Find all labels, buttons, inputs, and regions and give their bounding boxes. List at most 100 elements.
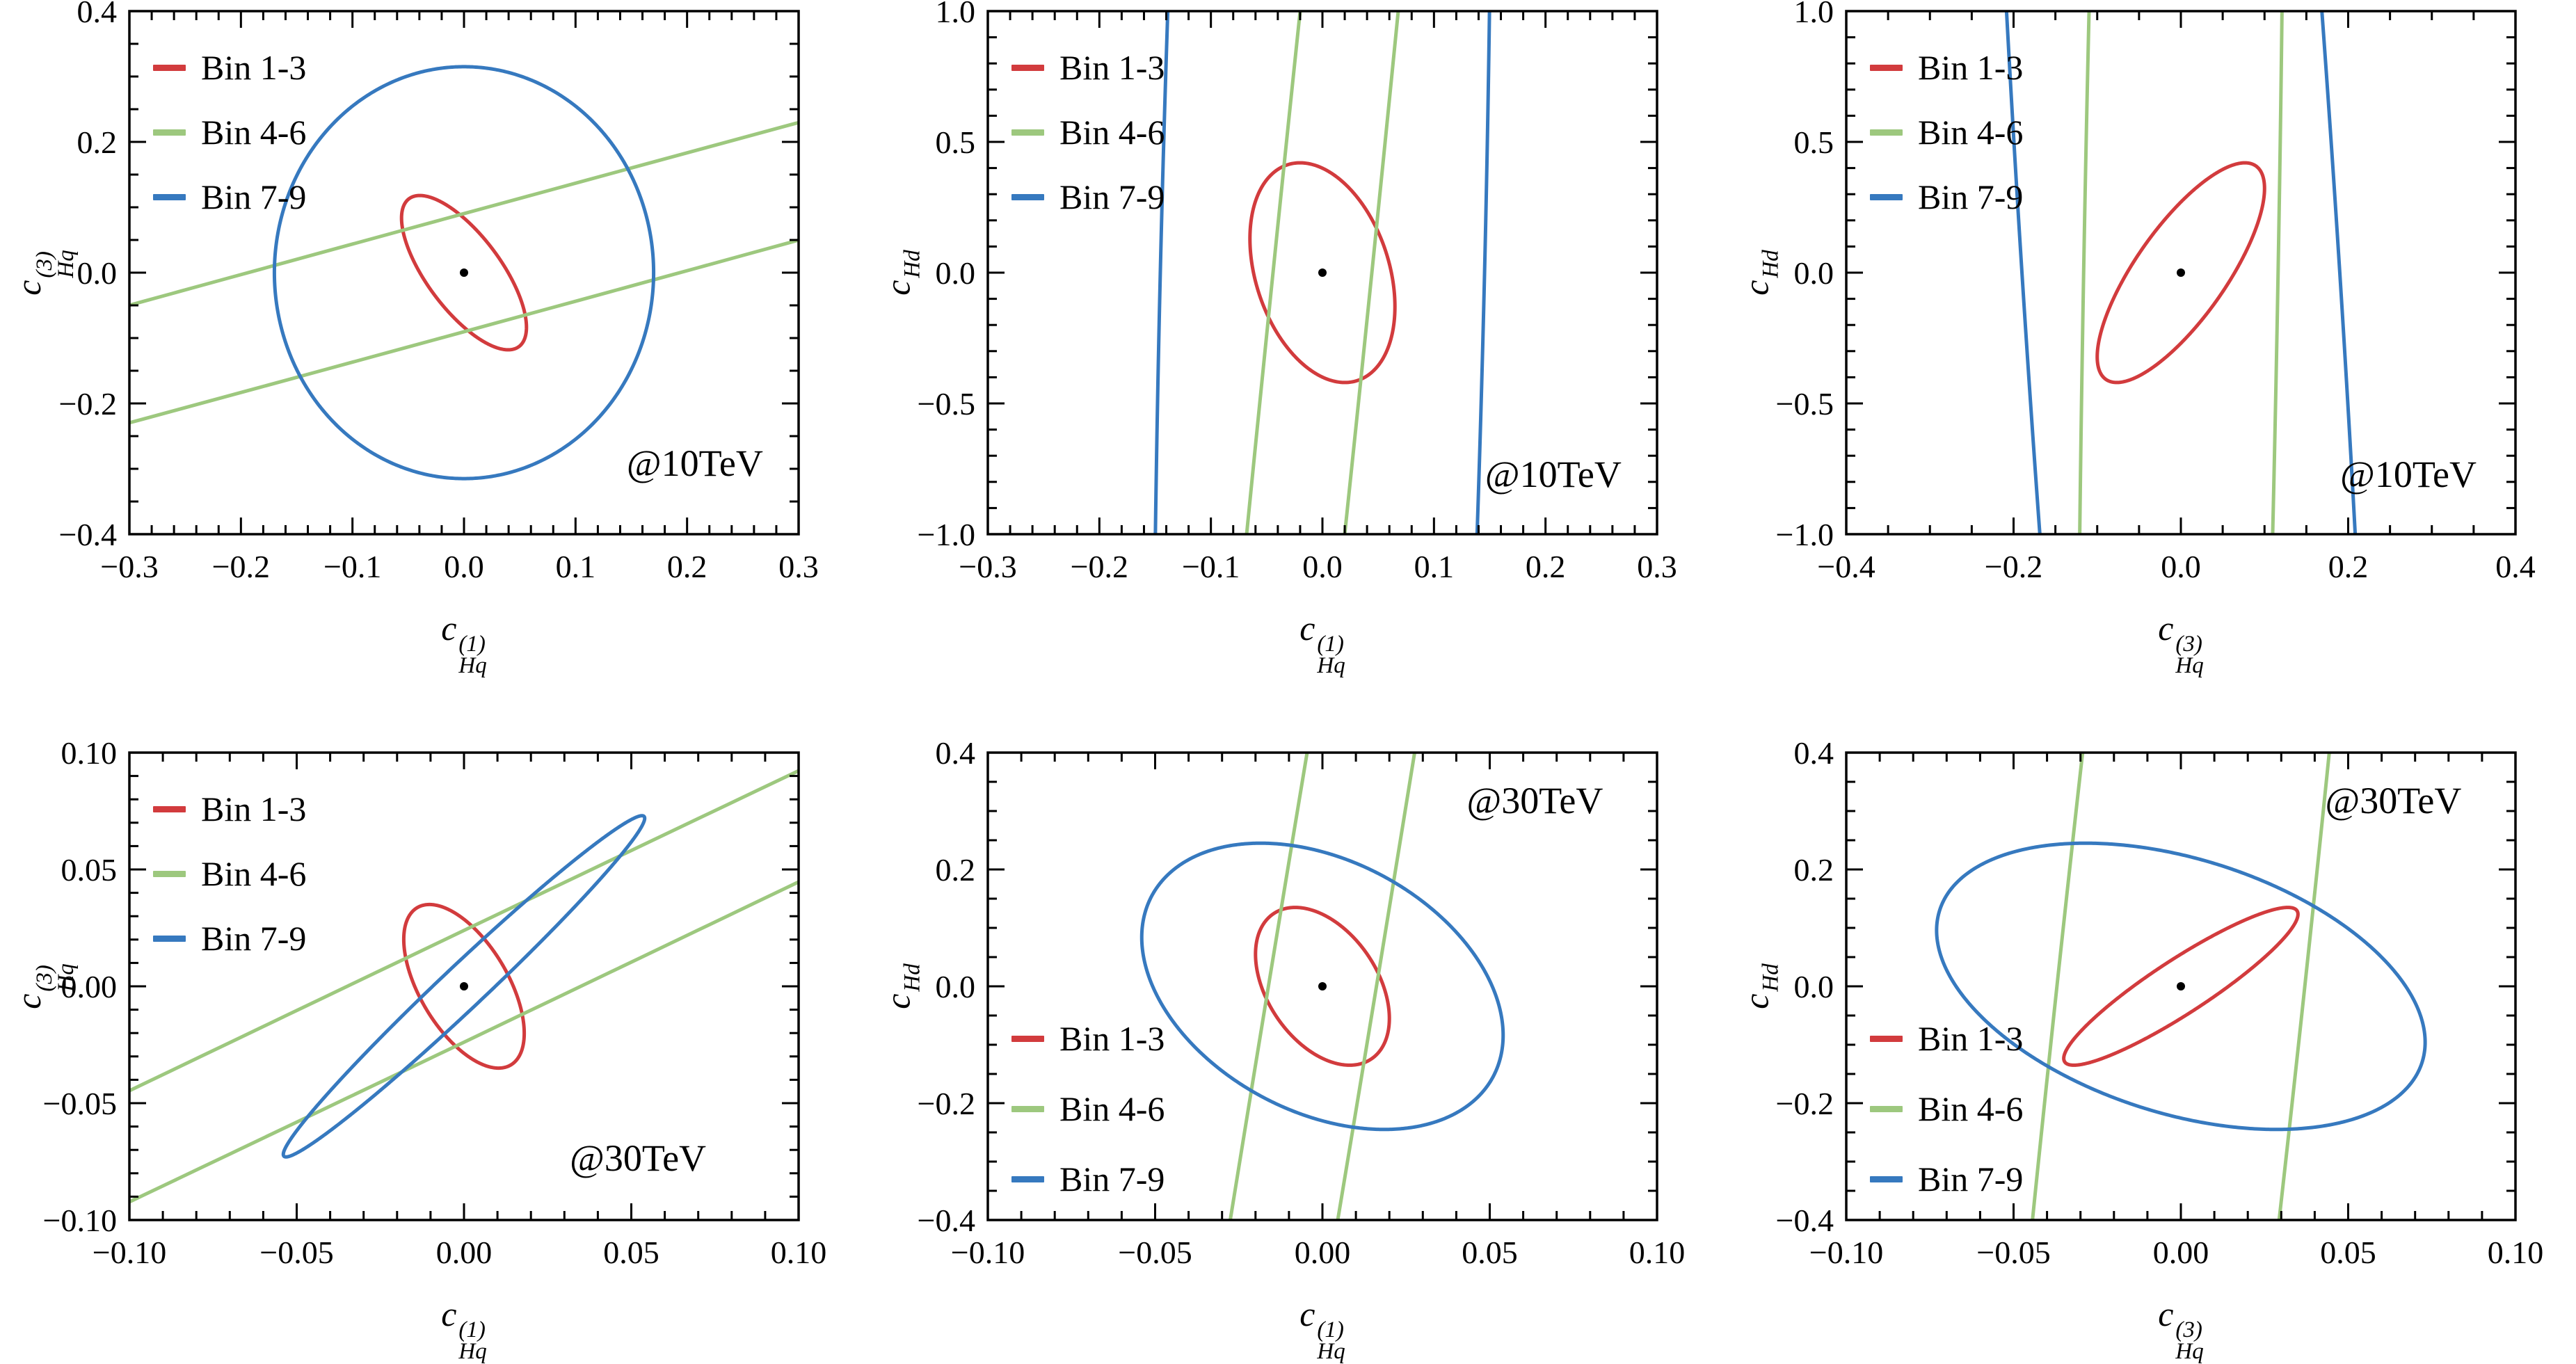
coefficient-symbol: c bbox=[441, 1294, 457, 1333]
contour-bin-1-3 bbox=[1248, 161, 1397, 385]
y-tick-label: 0.0 bbox=[1794, 255, 1834, 291]
legend-label: Bin 1-3 bbox=[1918, 48, 2024, 87]
x-tick-label: −0.2 bbox=[212, 549, 270, 584]
superscript: (3) bbox=[32, 965, 58, 992]
panel-top-right: −0.4 −0.2 0.0 0.2 0.4 −1.0 −0.5 0.0 0.5 1.0 Bin 1-… bbox=[1717, 0, 2575, 677]
subscript: Hq bbox=[54, 250, 79, 278]
red-line-swatch bbox=[1011, 1035, 1044, 1042]
x-tick-label: −0.4 bbox=[1817, 549, 1875, 584]
panel-top-middle: −0.3 −0.2 −0.1 0.0 0.1 0.2 0.3 −1.0 −0.5 0.0 0.5 1.… bbox=[858, 0, 1717, 677]
contour-bin-1-3 bbox=[1254, 906, 1391, 1067]
legend-item-bin-1-3: Bin 1-3 bbox=[153, 50, 306, 85]
coefficient-symbol: c bbox=[9, 280, 49, 296]
y-tick-label: 0.0 bbox=[77, 255, 118, 291]
y-axis-label: c (3) Hq bbox=[8, 963, 79, 1009]
legend-label: Bin 7-9 bbox=[1059, 177, 1165, 216]
legend-label: Bin 7-9 bbox=[201, 919, 307, 958]
panel-bottom-middle: −0.10 −0.05 0.00 0.05 0.10 −0.4 −0.2 0.0 0.2 0.4 B… bbox=[858, 662, 1717, 1363]
legend-label: Bin 4-6 bbox=[1918, 1089, 2024, 1128]
x-tick-label: −0.10 bbox=[951, 1235, 1025, 1270]
green-line-swatch bbox=[1870, 1105, 1903, 1112]
legend-label: Bin 4-6 bbox=[201, 113, 307, 152]
legend-label: Bin 1-3 bbox=[1059, 48, 1165, 87]
y-tick-label: −0.2 bbox=[918, 1086, 975, 1121]
y-tick-label: 0.5 bbox=[1794, 125, 1834, 160]
legend-item-bin-4-6: Bin 4-6 bbox=[1870, 1091, 2023, 1126]
x-tick-label: −0.2 bbox=[1071, 549, 1128, 584]
plot-canvas-bottom-right: −0.10 −0.05 0.00 0.05 0.10 −0.4 −0.2 0.0 0.2 0.4 bbox=[1776, 735, 2544, 1270]
y-tick-label: −1.0 bbox=[918, 517, 975, 552]
contour-bin-7-9 bbox=[281, 814, 647, 1159]
subscript: Hd bbox=[899, 250, 925, 278]
energy-annotation: @10TeV bbox=[2340, 453, 2477, 495]
y-tick-label: 0.4 bbox=[77, 0, 118, 29]
energy-annotation: @10TeV bbox=[626, 442, 763, 485]
legend-item-bin-7-9: Bin 7-9 bbox=[1870, 1162, 2023, 1196]
red-line-swatch bbox=[1011, 64, 1044, 71]
x-tick-label: −0.05 bbox=[1118, 1235, 1192, 1270]
scripts: (3) Hq bbox=[2175, 1317, 2203, 1363]
y-tick-label: 0.4 bbox=[1794, 735, 1834, 771]
y-axis-label: cHd bbox=[878, 963, 926, 1009]
superscript: (3) bbox=[2175, 1317, 2202, 1342]
red-line-swatch bbox=[153, 64, 186, 71]
blue-line-swatch bbox=[153, 193, 186, 200]
x-axis-label: c (1) Hq bbox=[1299, 608, 1345, 677]
subscript: Hq bbox=[54, 963, 79, 992]
x-tick-label: −0.10 bbox=[1809, 1235, 1883, 1270]
scripts: (3) Hq bbox=[2175, 632, 2203, 677]
contour-bin-1-3 bbox=[399, 193, 529, 352]
scripts: (3) Hq bbox=[32, 250, 79, 278]
x-tick-label: 0.1 bbox=[556, 549, 596, 584]
x-tick-label: −0.10 bbox=[93, 1235, 166, 1270]
coefficient-symbol: c bbox=[441, 609, 457, 648]
y-tick-label: 0.0 bbox=[1794, 969, 1834, 1004]
green-line-swatch bbox=[153, 870, 186, 877]
legend-item-bin-1-3: Bin 1-3 bbox=[1011, 50, 1165, 85]
x-axis-label: c (1) Hq bbox=[441, 608, 487, 677]
panel-bottom-left: −0.10 −0.05 0.00 0.05 0.10 −0.10 −0.05 0.00 0.05… bbox=[0, 662, 858, 1363]
superscript: (1) bbox=[1317, 1317, 1344, 1342]
coefficient-symbol: c bbox=[2158, 1294, 2174, 1333]
y-tick-label: −0.05 bbox=[43, 1086, 117, 1121]
x-tick-label: 0.3 bbox=[778, 549, 819, 584]
x-tick-label: 0.00 bbox=[2153, 1235, 2209, 1270]
legend-item-bin-7-9: Bin 7-9 bbox=[1870, 179, 2023, 214]
legend-item-bin-7-9: Bin 7-9 bbox=[153, 921, 306, 956]
scripts: (1) Hq bbox=[1317, 1317, 1345, 1363]
x-tick-label: −0.1 bbox=[1182, 549, 1240, 584]
scripts: (1) Hq bbox=[458, 1318, 486, 1363]
y-tick-label: 1.0 bbox=[1794, 0, 1834, 29]
y-tick-label: −0.10 bbox=[43, 1203, 117, 1238]
contour-bin-1-3 bbox=[2095, 161, 2266, 385]
y-tick-label: 0.2 bbox=[77, 125, 118, 160]
y-tick-label: −1.0 bbox=[1776, 517, 1834, 552]
coefficient-symbol: c bbox=[878, 993, 918, 1009]
x-tick-label: 0.00 bbox=[436, 1235, 493, 1270]
legend-item-bin-7-9: Bin 7-9 bbox=[153, 179, 306, 214]
contour-bin-7-9 bbox=[272, 65, 656, 481]
x-tick-label: −0.05 bbox=[259, 1235, 333, 1270]
contour-bin-7-9 bbox=[1935, 841, 2427, 1132]
panel-top-left: −0.3 −0.2 −0.1 0.0 0.1 0.2 0.3 −0.4 −0.2 0.0 0.2 0.… bbox=[0, 0, 858, 677]
x-axis-label: c (3) Hq bbox=[2158, 1294, 2204, 1363]
superscript: (3) bbox=[2175, 632, 2202, 657]
x-tick-label: 0.05 bbox=[1462, 1235, 1518, 1270]
x-tick-label: −0.1 bbox=[323, 549, 381, 584]
blue-line-swatch bbox=[1011, 193, 1044, 200]
x-axis-label: c (1) Hq bbox=[1299, 1294, 1345, 1363]
y-tick-label: 0.0 bbox=[936, 255, 976, 291]
y-axis-label: c (3) Hq bbox=[8, 250, 79, 296]
legend-label: Bin 4-6 bbox=[1059, 1089, 1165, 1128]
x-tick-label: 0.4 bbox=[2495, 549, 2536, 584]
legend-item-bin-4-6: Bin 4-6 bbox=[1870, 115, 2023, 150]
plot-canvas-bottom-left: −0.10 −0.05 0.00 0.05 0.10 −0.10 −0.05 0.00 0.05… bbox=[43, 735, 827, 1270]
y-tick-label: 0.10 bbox=[61, 735, 118, 771]
legend-item-bin-1-3: Bin 1-3 bbox=[1011, 1021, 1165, 1056]
y-tick-label: 0.2 bbox=[936, 852, 976, 888]
legend-item-bin-7-9: Bin 7-9 bbox=[1011, 179, 1165, 214]
y-axis-label: cHd bbox=[878, 250, 926, 296]
green-line-swatch bbox=[1011, 129, 1044, 136]
y-tick-label: −0.2 bbox=[1776, 1086, 1834, 1121]
